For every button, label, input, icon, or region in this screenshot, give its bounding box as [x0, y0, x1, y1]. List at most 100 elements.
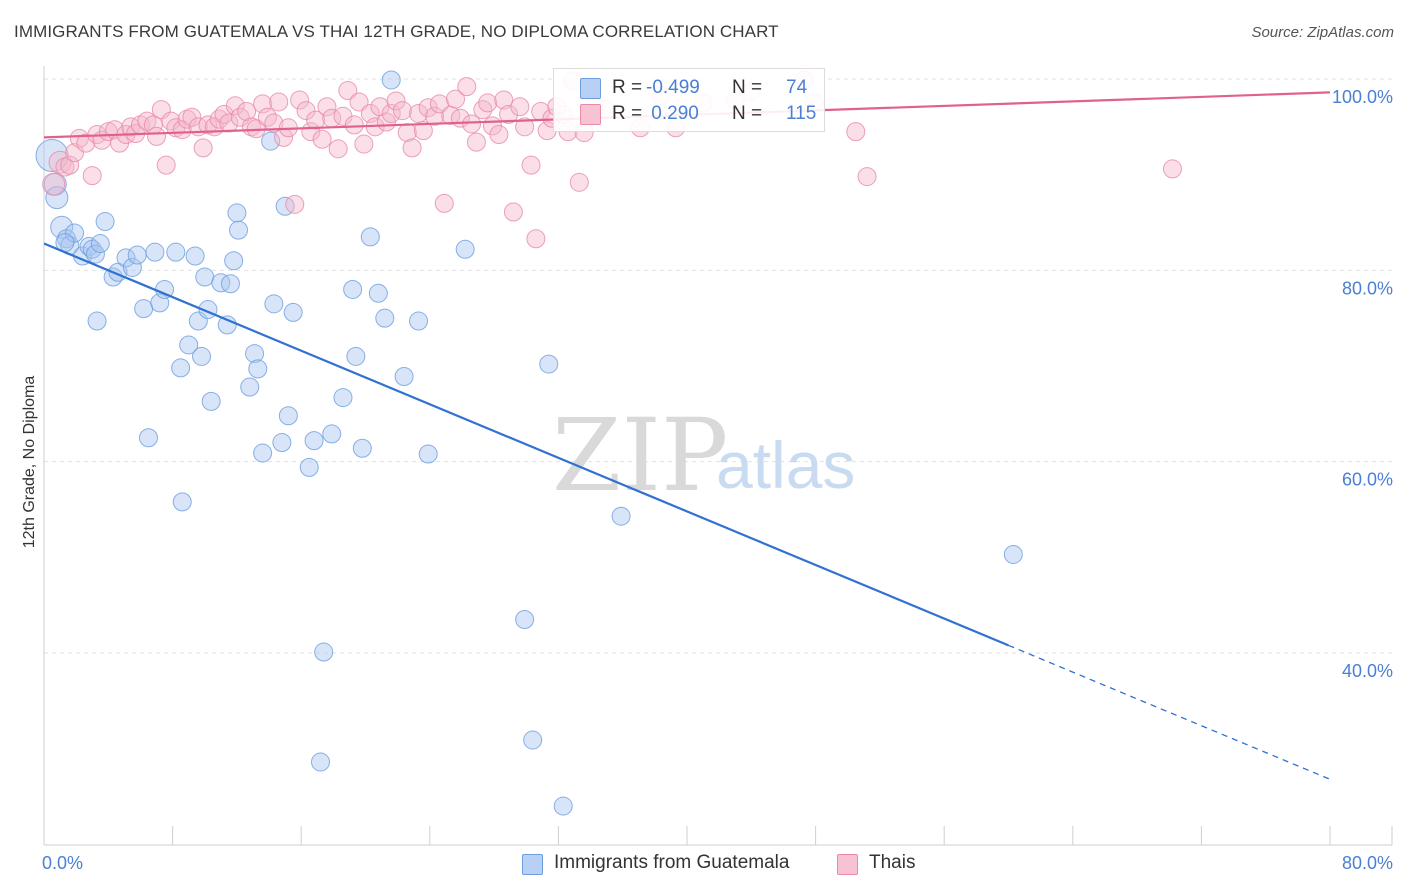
data-point	[217, 315, 237, 335]
data-point	[539, 354, 559, 374]
data-point	[1003, 544, 1023, 564]
data-point	[245, 344, 265, 364]
trend-line-guatemala-extension	[1008, 644, 1331, 780]
data-point	[466, 132, 486, 152]
chart-title: IMMIGRANTS FROM GUATEMALA VS THAI 12TH G…	[14, 22, 779, 41]
series-thais	[42, 70, 1182, 249]
data-point	[515, 610, 535, 630]
data-point	[185, 246, 205, 266]
data-point	[375, 308, 395, 328]
data-point	[425, 106, 445, 126]
data-point	[82, 166, 102, 186]
data-point	[344, 115, 364, 135]
data-point	[521, 155, 541, 175]
data-point	[314, 642, 334, 662]
legend-r-value: 0.290	[646, 103, 699, 124]
data-point	[283, 302, 303, 322]
data-point	[494, 90, 514, 110]
bottom-legend-label-guatemala: Immigrants from Guatemala	[554, 852, 790, 873]
data-point	[285, 194, 305, 214]
data-point	[192, 346, 212, 366]
data-point	[269, 92, 289, 112]
trend-line-guatemala	[43, 242, 1009, 647]
data-point	[193, 138, 213, 158]
data-point	[857, 167, 877, 187]
data-point	[409, 311, 429, 331]
data-point	[45, 186, 69, 210]
data-point	[87, 311, 107, 331]
data-point	[79, 236, 99, 256]
legend-n-value: 74	[786, 77, 808, 98]
data-point	[201, 391, 221, 411]
data-point	[116, 248, 136, 268]
data-point	[381, 103, 401, 123]
x-tick-label: 80.0%	[1342, 853, 1393, 873]
data-point	[211, 273, 231, 293]
data-point	[478, 93, 498, 113]
data-point	[526, 229, 546, 249]
data-point	[553, 796, 573, 816]
data-point	[338, 80, 358, 100]
data-point	[296, 101, 316, 121]
data-point	[317, 97, 337, 117]
data-point	[278, 406, 298, 426]
data-point	[386, 91, 406, 111]
bottom-legend-swatch-guatemala	[522, 854, 543, 875]
data-point	[145, 242, 165, 262]
data-point	[462, 114, 482, 134]
data-point	[95, 212, 115, 232]
data-point	[381, 70, 401, 90]
data-point	[434, 193, 454, 213]
bottom-legend-label-thais: Thais	[869, 852, 916, 873]
data-point	[489, 124, 509, 144]
data-point	[503, 202, 523, 222]
watermark-zip: ZIP	[552, 397, 728, 514]
data-point	[275, 196, 295, 216]
data-point	[272, 433, 292, 453]
data-point	[172, 492, 192, 512]
bottom-legend-swatch-thais	[837, 854, 858, 875]
legend-row-thais: R = 0.290 N = 115	[554, 101, 824, 127]
data-point	[299, 457, 319, 477]
data-point	[1162, 159, 1182, 179]
data-point	[90, 234, 110, 254]
y-tick-label: 40.0%	[1342, 661, 1393, 681]
data-point	[237, 102, 257, 122]
data-point	[360, 227, 380, 247]
data-point	[354, 134, 374, 154]
data-point	[195, 267, 215, 287]
data-point	[413, 121, 433, 141]
tick-labels: 40.0% 60.0% 80.0% 100.0% 0.0% 80.0%	[42, 87, 1393, 873]
data-point	[322, 424, 342, 444]
series-guatemala	[35, 70, 1023, 816]
data-point	[240, 377, 260, 397]
axes	[43, 66, 1393, 846]
data-point	[333, 388, 353, 408]
data-point	[312, 129, 332, 149]
legend-r-label: R =	[612, 103, 643, 124]
data-point	[352, 438, 372, 458]
data-point	[127, 245, 147, 265]
data-point	[225, 96, 245, 116]
data-point	[264, 294, 284, 314]
data-point	[394, 367, 414, 387]
data-point	[60, 155, 80, 175]
data-point	[248, 359, 268, 379]
data-point	[166, 242, 186, 262]
data-point	[290, 90, 310, 110]
y-tick-label: 60.0%	[1342, 470, 1393, 490]
data-point	[418, 444, 438, 464]
legend-n-label: N =	[732, 103, 763, 124]
data-point	[224, 251, 244, 271]
data-point	[65, 143, 85, 163]
legend-swatch-thais	[580, 104, 601, 125]
data-point	[402, 138, 422, 158]
data-point	[134, 299, 154, 319]
data-point	[310, 752, 330, 772]
data-point	[457, 77, 477, 97]
data-point	[343, 279, 363, 299]
legend-r-value: -0.499	[646, 77, 700, 98]
data-point	[446, 89, 466, 109]
data-point	[455, 239, 475, 259]
